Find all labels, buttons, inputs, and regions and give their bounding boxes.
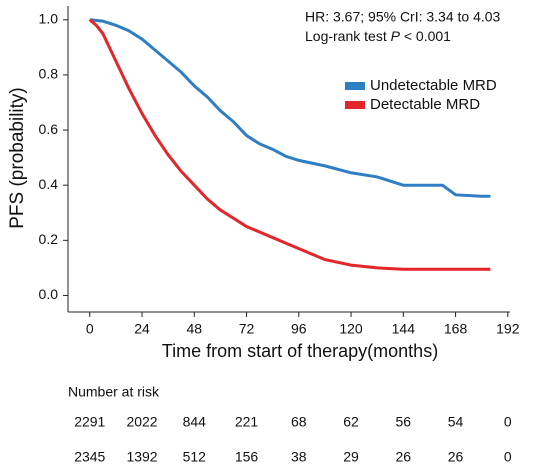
legend-swatch xyxy=(345,82,365,90)
y-tick-label: 0.2 xyxy=(39,231,59,247)
risk-count: 2291 xyxy=(74,414,105,430)
annotation: HR: 3.67; 95% CrI: 3.34 to 4.03 xyxy=(305,9,501,25)
annotation-part: < 0.001 xyxy=(400,28,451,44)
legend-label: Undetectable MRD xyxy=(370,77,497,94)
x-tick-label: 96 xyxy=(291,321,307,337)
x-tick-label: 24 xyxy=(134,321,150,337)
survival-curve xyxy=(88,18,491,271)
legend-label: Detectable MRD xyxy=(370,96,480,113)
x-tick-label: 48 xyxy=(186,321,202,337)
x-tick-label: 72 xyxy=(239,321,255,337)
survival-curve xyxy=(89,18,491,198)
risk-count: 68 xyxy=(291,414,307,430)
x-tick-label: 0 xyxy=(86,321,94,337)
annotation-part: Log-rank test xyxy=(305,28,391,44)
legend-swatch xyxy=(345,101,365,109)
risk-count: 29 xyxy=(343,449,359,465)
risk-count: 38 xyxy=(291,449,307,465)
risk-count: 156 xyxy=(235,449,259,465)
risk-count: 221 xyxy=(235,414,259,430)
y-tick-label: 0.0 xyxy=(39,286,59,302)
risk-count: 1392 xyxy=(126,449,157,465)
x-axis-label: Time from start of therapy(months) xyxy=(162,341,438,361)
risk-count: 62 xyxy=(343,414,359,430)
y-tick-label: 1.0 xyxy=(39,10,59,26)
risk-count: 2022 xyxy=(126,414,157,430)
risk-count: 512 xyxy=(183,449,207,465)
risk-count: 844 xyxy=(183,414,207,430)
x-tick-label: 168 xyxy=(444,321,468,337)
risk-count: 56 xyxy=(396,414,412,430)
annotation: Log-rank test P < 0.001 xyxy=(305,28,451,44)
risk-count: 54 xyxy=(448,414,464,430)
x-tick-label: 192 xyxy=(496,321,520,337)
x-tick-label: 120 xyxy=(339,321,363,337)
risk-count: 26 xyxy=(448,449,464,465)
risk-title: Number at risk xyxy=(68,384,160,400)
x-tick-label: 144 xyxy=(392,321,416,337)
y-tick-label: 0.6 xyxy=(39,121,59,137)
y-tick-label: 0.4 xyxy=(39,176,59,192)
risk-count: 0 xyxy=(504,414,512,430)
annotation-part: P xyxy=(391,28,401,44)
y-axis-label: PFS (probability) xyxy=(7,87,28,229)
risk-count: 0 xyxy=(504,449,512,465)
risk-count: 2345 xyxy=(74,449,105,465)
risk-count: 26 xyxy=(396,449,412,465)
y-tick-label: 0.8 xyxy=(39,66,59,82)
